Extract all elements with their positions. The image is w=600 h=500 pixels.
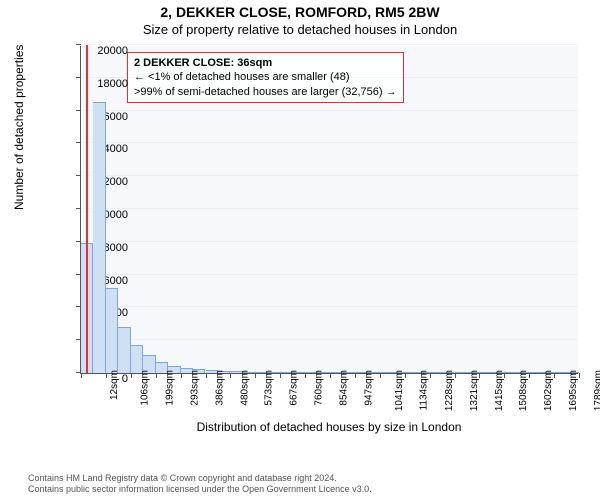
- x-tick-label: 854sqm: [339, 370, 350, 406]
- footer-line1: Contains HM Land Registry data © Crown c…: [28, 473, 372, 485]
- x-tick-label: 1134sqm: [418, 370, 429, 410]
- x-tick-label: 573sqm: [264, 370, 275, 406]
- plot-area: 2 DEKKER CLOSE: 36sqm ← <1% of detached …: [80, 46, 578, 374]
- y-gridline: [81, 274, 578, 275]
- histogram-bar: [554, 372, 566, 373]
- x-tick-mark: [81, 373, 82, 378]
- x-tick-label: 480sqm: [239, 370, 250, 406]
- x-tick-mark: [579, 373, 580, 378]
- y-gridline: [81, 208, 578, 209]
- x-tick-label: 293sqm: [189, 370, 200, 406]
- x-tick-mark: [280, 373, 281, 378]
- x-tick-label: 1041sqm: [394, 370, 405, 411]
- x-tick-mark: [430, 373, 431, 378]
- annotation-line1: 2 DEKKER CLOSE: 36sqm: [134, 56, 397, 70]
- x-tick-label: 1228sqm: [444, 370, 455, 411]
- y-tick-label: 18000: [82, 78, 128, 90]
- x-tick-label: 12sqm: [109, 370, 120, 400]
- x-tick-label: 1695sqm: [568, 370, 579, 411]
- y-gridline: [81, 142, 578, 143]
- x-tick-mark: [255, 373, 256, 378]
- x-tick-mark: [131, 373, 132, 378]
- x-tick-label: 760sqm: [314, 370, 325, 406]
- x-tick-mark: [106, 373, 107, 378]
- histogram-bar: [479, 372, 491, 373]
- histogram-bar: [380, 372, 392, 373]
- x-tick-label: 667sqm: [289, 370, 300, 406]
- histogram-bar: [430, 372, 442, 373]
- histogram-bar: [118, 327, 130, 373]
- x-tick-mark: [405, 373, 406, 378]
- y-gridline: [81, 77, 578, 78]
- x-tick-mark: [181, 373, 182, 378]
- chart-container: Number of detached properties 2 DEKKER C…: [28, 46, 588, 426]
- footer-line2: Contains public sector information licen…: [28, 484, 372, 496]
- chart-title-sub: Size of property relative to detached ho…: [0, 20, 600, 43]
- footer-attribution: Contains HM Land Registry data © Crown c…: [28, 473, 372, 496]
- annotation-line3: >99% of semi-detached houses are larger …: [134, 85, 397, 99]
- histogram-bar: [504, 372, 516, 373]
- histogram-bar: [106, 288, 118, 373]
- histogram-bar: [131, 345, 143, 373]
- x-tick-label: 1602sqm: [543, 370, 554, 411]
- x-tick-label: 106sqm: [139, 370, 150, 406]
- histogram-bar: [93, 102, 105, 373]
- x-tick-mark: [380, 373, 381, 378]
- y-gridline: [81, 339, 578, 340]
- x-tick-mark: [305, 373, 306, 378]
- x-tick-label: 1789sqm: [593, 370, 600, 411]
- y-gridline: [81, 175, 578, 176]
- histogram-bar: [455, 372, 467, 373]
- y-gridline: [81, 241, 578, 242]
- x-tick-mark: [156, 373, 157, 378]
- y-gridline: [81, 110, 578, 111]
- x-tick-label: 947sqm: [364, 370, 375, 406]
- y-tick-label: 20000: [82, 45, 128, 57]
- x-tick-mark: [230, 373, 231, 378]
- x-tick-mark: [455, 373, 456, 378]
- property-marker-line: [86, 45, 88, 373]
- x-axis-label: Distribution of detached houses by size …: [80, 420, 578, 434]
- x-tick-mark: [206, 373, 207, 378]
- x-tick-label: 386sqm: [214, 370, 225, 406]
- x-tick-mark: [479, 373, 480, 378]
- x-tick-mark: [554, 373, 555, 378]
- x-tick-mark: [355, 373, 356, 378]
- x-tick-label: 1321sqm: [469, 370, 480, 411]
- y-axis-label: Number of detached properties: [12, 45, 26, 210]
- histogram-bar: [529, 372, 541, 373]
- x-tick-label: 1508sqm: [519, 370, 530, 411]
- x-tick-mark: [504, 373, 505, 378]
- x-tick-mark: [529, 373, 530, 378]
- x-tick-label: 199sqm: [164, 370, 175, 406]
- x-tick-mark: [330, 373, 331, 378]
- chart-title-main: 2, DEKKER CLOSE, ROMFORD, RM5 2BW: [0, 0, 600, 20]
- histogram-bar: [405, 372, 417, 373]
- y-gridline: [81, 44, 578, 45]
- x-tick-label: 1415sqm: [494, 370, 505, 411]
- y-gridline: [81, 306, 578, 307]
